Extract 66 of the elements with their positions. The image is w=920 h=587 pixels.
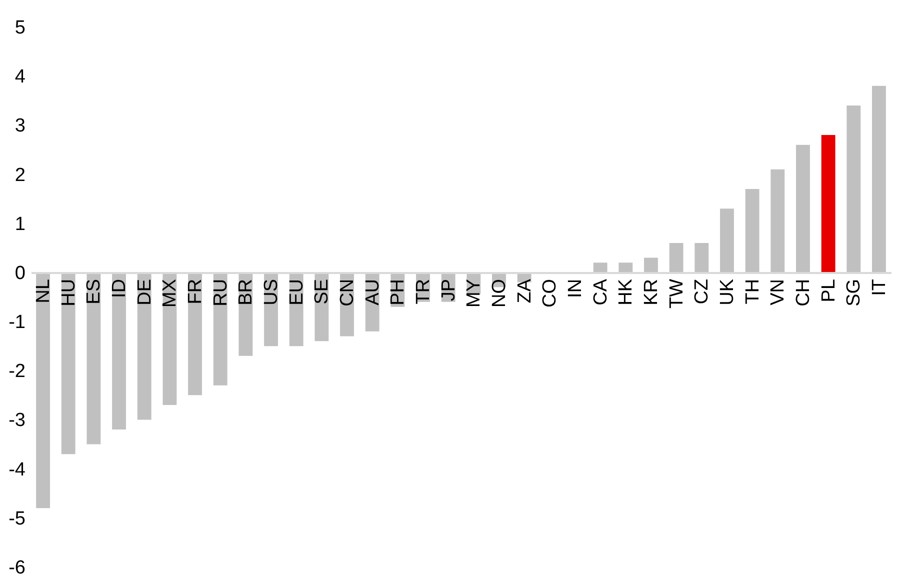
bar [745, 189, 760, 272]
x-tick-label: SG [844, 278, 865, 306]
bar [188, 272, 202, 396]
y-tick-label: 5 [14, 18, 26, 38]
bar [669, 243, 684, 272]
x-tick-label: MX [160, 278, 181, 308]
bar [872, 86, 886, 272]
x-tick-label: HK [616, 278, 637, 306]
x-tick-label: TH [742, 278, 764, 304]
y-tick-label: -4 [8, 459, 26, 480]
y-tick-label: 3 [14, 116, 26, 137]
bar [61, 272, 76, 454]
x-tick-label: DE [134, 278, 156, 306]
bar [821, 135, 836, 272]
x-tick-label: ZA [514, 278, 536, 304]
y-tick-label: 2 [14, 164, 26, 186]
y-tick-label: 0 [14, 262, 26, 284]
bar [694, 243, 709, 272]
x-tick-label: ID [109, 278, 130, 298]
x-tick-label: TR [413, 278, 434, 304]
x-tick-label: NO [488, 278, 510, 308]
bar [36, 272, 50, 508]
bar [770, 169, 785, 272]
x-tick-label: JP [438, 278, 460, 302]
x-tick-label: FR [185, 278, 206, 304]
x-tick-label: CH [792, 278, 814, 306]
x-tick-label: CO [540, 278, 561, 308]
x-tick-label: UK [716, 278, 738, 306]
y-tick-label: -2 [8, 361, 26, 382]
x-tick-label: VN [768, 278, 789, 306]
bar [137, 272, 152, 420]
y-tick-label: 4 [14, 66, 26, 88]
x-tick-label: ES [84, 278, 105, 304]
bar [162, 272, 177, 405]
x-tick-label: MY [464, 278, 485, 308]
y-tick-label: -5 [8, 508, 26, 530]
x-tick-label: PL [818, 278, 840, 302]
bar [213, 272, 228, 386]
bar [618, 262, 633, 272]
x-tick-label: AU [362, 278, 384, 306]
x-tick-label: KR [640, 278, 662, 306]
x-tick-label: HU [58, 278, 80, 306]
x-tick-label: IN [564, 278, 586, 298]
x-tick-label: CA [590, 278, 612, 306]
x-tick-label: BR [236, 278, 257, 306]
x-tick-label: US [261, 278, 282, 306]
y-tick-label: -6 [8, 558, 26, 578]
y-tick-label: -1 [8, 312, 26, 334]
bar [86, 272, 101, 444]
bar [644, 258, 658, 272]
bar [846, 106, 861, 272]
bar [796, 144, 810, 272]
y-tick-label: -3 [8, 410, 26, 432]
bar [112, 272, 126, 430]
x-tick-label: EU [286, 278, 308, 306]
bar [720, 208, 734, 272]
x-tick-label: TW [666, 278, 688, 308]
x-tick-label: IT [868, 278, 890, 296]
bar [593, 262, 608, 272]
y-tick-label: 1 [14, 214, 26, 235]
x-tick-label: NL [33, 278, 54, 304]
x-tick-label: PH [388, 278, 409, 306]
x-tick-label: CN [337, 278, 358, 306]
x-tick-label: SE [312, 278, 333, 304]
x-tick-label: RU [210, 278, 232, 306]
x-tick-label: CZ [692, 278, 713, 304]
